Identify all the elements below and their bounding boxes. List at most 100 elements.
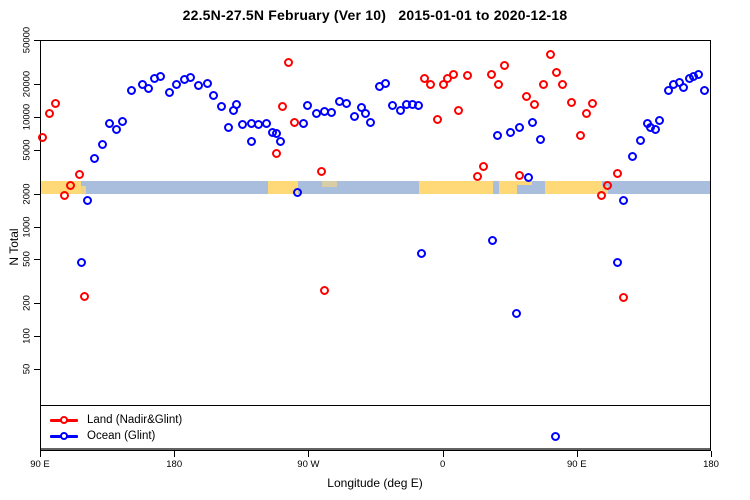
ocean-data-point: [550, 431, 560, 441]
land-data-point: [494, 79, 504, 89]
y-tick-label: 10000: [21, 103, 33, 131]
ocean-data-point: [679, 82, 689, 92]
legend-marker-land: [50, 416, 78, 424]
map-band-land-fleck: [602, 186, 609, 194]
x-tick: [174, 451, 176, 457]
ocean-data-point: [416, 249, 426, 259]
ocean-data-point: [76, 258, 86, 268]
land-data-point: [51, 99, 61, 109]
land-data-point: [45, 109, 55, 119]
ocean-data-point: [203, 78, 213, 88]
land-data-point: [319, 286, 329, 296]
land-data-point: [522, 91, 532, 101]
ocean-data-point: [628, 151, 638, 161]
x-axis-title: Longitude (deg E): [327, 476, 423, 490]
ocean-data-point: [216, 102, 226, 112]
land-data-point: [613, 168, 623, 178]
legend-label-ocean: Ocean (Glint): [87, 430, 156, 442]
y-tick: [34, 259, 40, 261]
ocean-data-point: [164, 88, 174, 98]
y-tick-label: 2000: [21, 182, 33, 205]
ocean-data-point: [619, 195, 629, 205]
land-data-point: [449, 70, 459, 80]
ocean-data-point: [194, 81, 204, 91]
ocean-data-point: [506, 127, 516, 137]
ocean-data-point: [413, 100, 423, 110]
ocean-data-point: [488, 236, 498, 246]
land-data-point: [479, 161, 489, 171]
y-tick: [34, 40, 40, 42]
ocean-data-point: [361, 109, 371, 119]
land-data-point: [277, 102, 287, 112]
ocean-data-point: [380, 78, 390, 88]
land-data-point: [486, 70, 496, 80]
land-data-point: [433, 114, 443, 124]
land-data-point: [567, 97, 577, 107]
ocean-data-point: [388, 100, 398, 110]
ocean-data-point: [246, 136, 256, 146]
ocean-data-point: [515, 122, 525, 132]
ocean-data-point: [97, 139, 107, 149]
ocean-data-point: [127, 86, 137, 96]
land-data-point: [462, 71, 472, 81]
land-data-point: [538, 79, 548, 89]
land-data-point: [419, 73, 429, 83]
x-tick-label: 90 E: [30, 459, 50, 470]
land-data-point: [283, 58, 293, 68]
y-tick-label: 20000: [21, 70, 33, 98]
y-tick-label: 50: [21, 363, 33, 375]
plot-inner-bottom-line: [40, 405, 711, 407]
x-tick: [711, 451, 712, 457]
y-tick: [34, 149, 40, 151]
y-tick: [34, 336, 40, 337]
circle-marker-icon: [60, 432, 68, 440]
ocean-data-point: [635, 135, 645, 145]
land-data-point: [546, 50, 556, 60]
ocean-data-point: [224, 122, 234, 132]
ocean-data-point: [655, 115, 665, 125]
map-band-land: [268, 181, 298, 194]
ocean-data-point: [512, 309, 522, 319]
ocean-data-point: [613, 258, 623, 268]
land-data-point: [588, 99, 598, 109]
ocean-data-point: [276, 136, 286, 146]
ocean-data-point: [693, 70, 703, 80]
y-tick: [34, 226, 40, 228]
land-data-point: [597, 190, 607, 200]
x-tick-label: 180: [166, 459, 183, 470]
land-data-point: [271, 148, 281, 158]
legend-item-land: Land (Nadir&Glint): [50, 412, 182, 428]
y-tick-label: 50000: [21, 27, 33, 54]
ocean-data-point: [303, 100, 313, 110]
plot-border-box: [40, 40, 711, 451]
ocean-data-point: [492, 130, 502, 140]
map-band-land: [418, 181, 494, 194]
map-band-land-fleck: [517, 181, 533, 186]
y-tick-label: 200: [21, 295, 33, 311]
ocean-data-point: [664, 86, 674, 96]
land-data-point: [473, 171, 483, 181]
map-band-land-fleck: [81, 186, 87, 194]
land-data-point: [529, 99, 539, 109]
land-data-point: [60, 190, 70, 200]
ocean-data-point: [155, 72, 165, 82]
ocean-data-point: [395, 105, 405, 115]
ocean-data-point: [365, 117, 375, 127]
chart-title: 22.5N-27.5N February (Ver 10) 2015-01-01…: [182, 7, 568, 23]
x-axis-baseline: [40, 448, 711, 452]
ocean-data-point: [699, 86, 709, 96]
circle-marker-icon: [60, 416, 68, 424]
ocean-data-point: [112, 124, 122, 134]
land-data-point: [316, 166, 326, 176]
y-tick: [34, 193, 40, 195]
land-data-point: [603, 180, 612, 190]
x-tick-label: 90 E: [567, 459, 587, 470]
land-data-point: [582, 109, 592, 119]
legend-item-ocean: Ocean (Glint): [50, 428, 182, 444]
legend: Land (Nadir&Glint) Ocean (Glint): [50, 412, 182, 444]
ocean-data-point: [349, 111, 359, 121]
ocean-data-point: [261, 118, 271, 128]
ocean-data-point: [528, 117, 538, 127]
y-tick-label: 500: [21, 251, 33, 268]
